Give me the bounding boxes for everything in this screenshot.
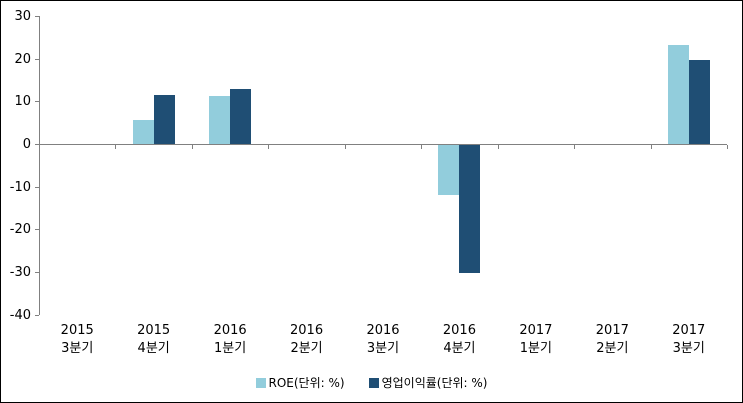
x-category-quarter-label: 2분기	[596, 341, 629, 356]
y-tick-label: -10	[9, 179, 31, 195]
legend-label-operating-margin: 영업이익률(단위: %)	[381, 376, 488, 390]
x-category-year-label: 2015	[137, 323, 171, 338]
x-category-quarter-label: 1분기	[519, 341, 552, 356]
x-category-year-label: 2017	[672, 323, 706, 338]
legend-item-operating-margin: 영업이익률(단위: %)	[368, 374, 488, 391]
x-category-year-label: 2016	[366, 323, 400, 338]
x-tick-mark	[268, 145, 270, 149]
y-tick-mark	[35, 186, 39, 188]
bar-roe	[209, 95, 231, 144]
y-tick-mark	[35, 229, 39, 231]
x-category-year-label: 2015	[60, 323, 94, 338]
bar-roe	[132, 120, 154, 144]
x-category-quarter-label: 3분기	[366, 341, 400, 356]
y-tick-label: 30	[14, 9, 31, 24]
x-tick-mark	[650, 145, 652, 149]
y-tick-mark	[35, 272, 39, 273]
x-category-year-label: 2017	[519, 323, 553, 338]
y-tick-label: 0	[22, 137, 31, 152]
bar-roe	[667, 44, 689, 144]
y-axis-line	[39, 16, 40, 315]
bar-roe	[438, 145, 460, 195]
x-category-year-label: 2016	[290, 323, 324, 338]
x-category-quarter-label: 4분기	[137, 341, 170, 356]
y-tick-label: 20	[14, 51, 31, 67]
x-tick-mark	[574, 145, 576, 149]
x-tick-mark	[39, 145, 40, 149]
y-tick-label: -30	[9, 265, 31, 280]
x-tick-mark	[727, 145, 728, 149]
x-tick-mark	[421, 145, 423, 149]
x-tick-mark	[191, 145, 193, 149]
x-tick-mark	[115, 145, 117, 149]
bar-operating-margin	[688, 60, 710, 144]
legend-item-roe: ROE(단위: %)	[255, 374, 345, 391]
x-category-quarter-label: 2분기	[290, 341, 323, 356]
y-tick-label: 10	[14, 94, 31, 110]
y-tick-mark	[35, 101, 39, 103]
bar-operating-margin	[153, 94, 175, 144]
x-category-quarter-label: 3분기	[61, 341, 94, 356]
y-tick-mark	[35, 16, 39, 17]
legend-label-roe: ROE(단위: %)	[268, 376, 345, 390]
y-tick-label: -40	[9, 307, 31, 323]
x-category-quarter-label: 3분기	[672, 341, 705, 356]
x-category-quarter-label: 1분기	[214, 341, 247, 356]
bar-operating-margin	[230, 88, 252, 144]
x-axis-line	[39, 144, 727, 145]
bar-operating-margin	[459, 145, 481, 273]
y-tick-mark	[35, 144, 39, 145]
y-tick-mark	[35, 314, 39, 316]
x-tick-mark	[497, 145, 499, 149]
chart-legend: ROE(단위: %) 영업이익률(단위: %)	[1, 374, 742, 391]
legend-swatch-roe	[255, 377, 266, 388]
x-category-year-label: 2016	[442, 323, 476, 338]
x-tick-mark	[344, 145, 346, 149]
legend-swatch-operating-margin	[368, 377, 379, 388]
x-category-year-label: 2016	[213, 323, 247, 338]
y-tick-label: -20	[9, 222, 31, 238]
x-category-quarter-label: 4분기	[443, 341, 476, 356]
x-category-year-label: 2017	[595, 323, 629, 338]
y-tick-mark	[35, 58, 39, 60]
